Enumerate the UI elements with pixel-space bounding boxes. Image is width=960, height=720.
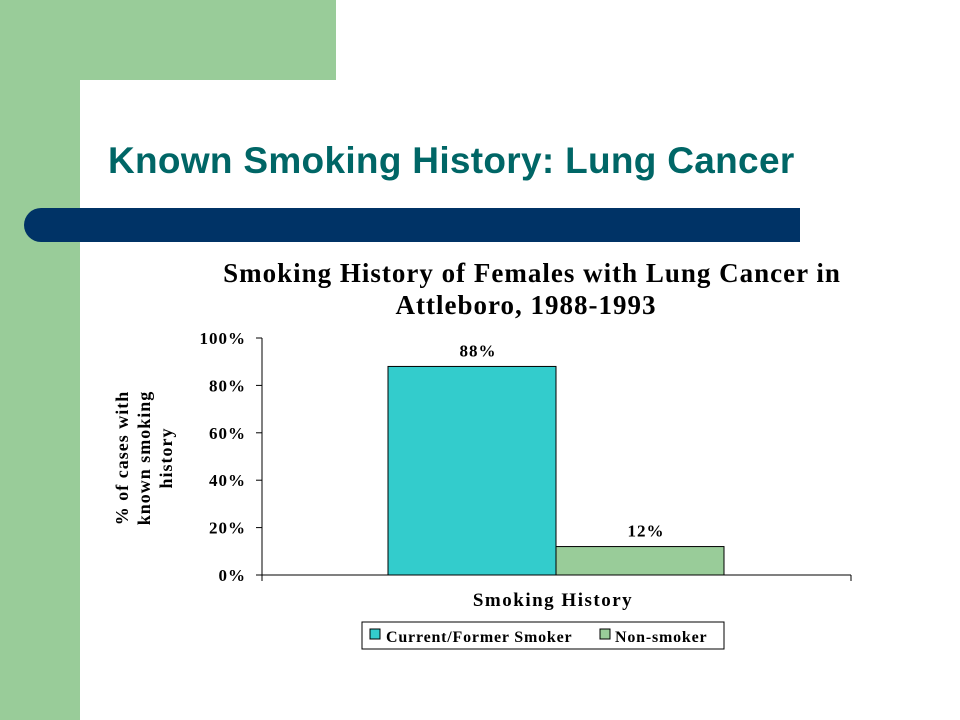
top-band bbox=[0, 0, 336, 80]
y-tick-label: 0% bbox=[219, 566, 247, 585]
legend-box bbox=[361, 621, 725, 650]
bars: 88% 12% bbox=[387, 341, 725, 576]
title-bar bbox=[64, 208, 800, 242]
axes bbox=[261, 338, 852, 581]
y-tick-label: 80% bbox=[209, 376, 246, 395]
y-tick-label: 60% bbox=[209, 424, 246, 443]
y-tick-label: 100% bbox=[200, 329, 247, 348]
y-axis-label-line-2: known smoking bbox=[134, 391, 154, 526]
bar-non-smoker bbox=[555, 546, 725, 576]
slide-title: Known Smoking History: Lung Cancer bbox=[108, 140, 795, 181]
legend: Current/Former Smoker Non-smoker bbox=[361, 621, 725, 650]
x-axis-label: Smoking History bbox=[473, 590, 633, 611]
chart-title-line-2: Attleboro, 1988-1993 bbox=[396, 290, 657, 320]
data-label: 88% bbox=[460, 341, 497, 360]
legend-swatch-non-smoker bbox=[599, 628, 611, 640]
y-axis-label-line-3: history bbox=[156, 428, 176, 489]
chart-title-line-1: Smoking History of Females with Lung Can… bbox=[223, 258, 841, 288]
legend-label-non-smoker: Non-smoker bbox=[615, 629, 707, 646]
y-tick-label: 20% bbox=[209, 519, 246, 538]
y-tick-label: 40% bbox=[209, 471, 246, 490]
y-axis-label-line-1: % of cases with bbox=[112, 391, 132, 526]
data-label: 12% bbox=[628, 522, 665, 541]
side-band bbox=[0, 0, 80, 720]
y-axis: 0% 20% 40% 60% 80% 100% bbox=[200, 329, 262, 585]
y-axis-label: % of cases with known smoking history bbox=[112, 391, 176, 526]
bar-current-former-smoker bbox=[387, 365, 557, 576]
legend-label-current-former-smoker: Current/Former Smoker bbox=[386, 629, 572, 646]
legend-swatch-current-former-smoker bbox=[369, 628, 381, 640]
